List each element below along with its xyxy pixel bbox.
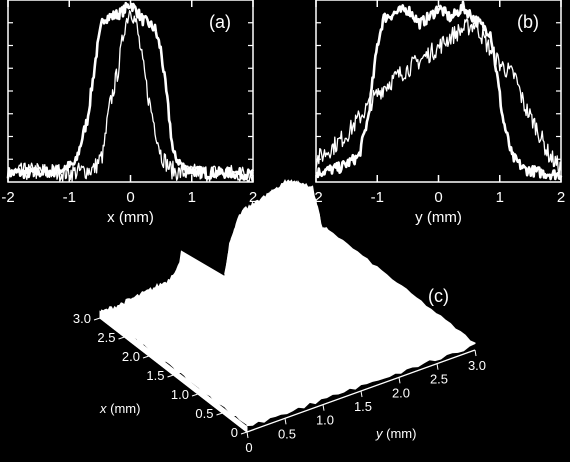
panel-c-y-tick [284, 418, 287, 425]
panel-c-x-tick-label: 1.5 [146, 368, 164, 383]
panel-c-y-tick-label: 2.0 [392, 385, 410, 400]
panel-c-y-axis-label: y (mm) [375, 426, 416, 441]
panel-c-x-tick [240, 431, 248, 435]
panel-c-y-tick-labels: 0 0.5 1.0 1.5 2.0 2.5 3.0 [245, 358, 486, 455]
x-tick-label: -2 [1, 189, 14, 206]
panel-c-y-tick [474, 349, 477, 357]
panel-c-x-tick-label: 1.0 [171, 387, 189, 402]
panel-a-series [6, 1, 255, 182]
panel-c-y-tick-label: 2.5 [430, 372, 448, 387]
series-line [315, 18, 562, 177]
panel-c-x-tick-labels: 0 0.5 1.0 1.5 2.0 2.5 3.0 [73, 311, 238, 440]
x-tick-label: 2 [557, 189, 565, 206]
panel-b-label: (b) [517, 12, 539, 32]
panel-c-y-tick-label: 1.0 [316, 413, 334, 428]
series-line [315, 0, 563, 181]
series-line [7, 10, 254, 182]
panel-a: -2 -1 0 1 2 (a) x (mm) [1, 0, 257, 226]
panel-c-y-tick [322, 404, 325, 411]
panel-c-y-tick [246, 431, 249, 439]
panel-c-y-tick-label: 1.5 [354, 399, 372, 414]
panel-a-ticks [7, 0, 254, 182]
x-tick-label: 0 [126, 189, 134, 206]
x-tick-label: 1 [188, 189, 196, 206]
panel-a-label: (a) [209, 12, 231, 32]
x-tick-label: 1 [496, 189, 504, 206]
panel-b-tick-labels: -2 -1 0 1 2 [309, 189, 565, 206]
x-tick-label: -1 [371, 189, 384, 206]
panel-c-y-tick-label: 0 [245, 440, 252, 455]
panel-c-x-tick-label: 2.0 [122, 349, 140, 364]
panel-b-x-axis-label: y (mm) [415, 209, 462, 226]
panel-c-label: (c) [428, 286, 449, 306]
panel-c-x-tick [216, 412, 223, 416]
panel-c-axes [93, 317, 477, 439]
panel-c-x-tick [142, 355, 150, 359]
panel-c-y-tick [360, 390, 363, 398]
panel-c-x-tick [118, 336, 125, 340]
panel-c-x-axis-label: x (mm) [99, 401, 140, 416]
panel-c-x-tick [191, 393, 199, 397]
x-tick-label: 0 [434, 189, 442, 206]
panel-c-y-tick-label: 0.5 [278, 426, 296, 441]
panel-c-surface-front-edge [224, 178, 403, 367]
panel-c-y-tick-label: 3.0 [468, 358, 486, 373]
panel-c-x-tick [167, 374, 174, 378]
panel-b: -2 -1 0 1 2 (b) y (mm) [309, 0, 565, 226]
panel-c-y-tick [398, 377, 401, 384]
x-tick-label: 2 [249, 189, 257, 206]
panel-c-x-tick [93, 317, 101, 321]
panel-c-x-tick-label: 0.5 [195, 406, 213, 421]
panel-c-x-tick-label: 2.5 [97, 330, 115, 345]
panel-c-y-tick [436, 363, 439, 370]
panel-b-series [315, 0, 563, 181]
x-tick-label: -1 [63, 189, 76, 206]
panel-c: 00.51.01.52.02.53.0 00.51.01.52.02.53.0 … [73, 178, 486, 455]
panel-a-x-axis-label: x (mm) [107, 209, 154, 226]
panel-c-x-tick-label: 0 [231, 425, 238, 440]
panel-a-tick-labels: -2 -1 0 1 2 [1, 189, 257, 206]
panel-c-x-tick-label: 3.0 [73, 311, 91, 326]
